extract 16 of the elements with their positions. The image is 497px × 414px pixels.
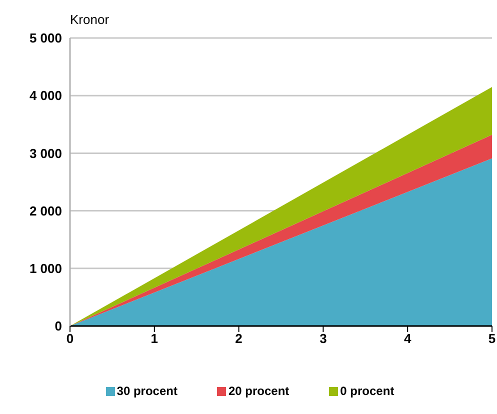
x-tick-label: 0 bbox=[66, 331, 74, 346]
y-tick-label: 2 000 bbox=[29, 203, 62, 218]
y-tick-label: 1 000 bbox=[29, 261, 62, 276]
x-tick-label: 2 bbox=[235, 331, 242, 346]
legend-label: 20 procent bbox=[228, 384, 290, 398]
x-tick-label: 5 bbox=[488, 331, 496, 346]
x-tick-label: 4 bbox=[404, 331, 412, 346]
legend-label: 0 procent bbox=[340, 384, 394, 398]
x-tick-label: 1 bbox=[150, 331, 158, 346]
x-tick-label: 3 bbox=[320, 331, 327, 346]
y-tick-label: 4 000 bbox=[29, 88, 62, 104]
y-tick-label: 5 000 bbox=[29, 30, 62, 46]
y-tick-label: 3 000 bbox=[29, 146, 62, 161]
legend-label: 30 procent bbox=[116, 384, 178, 398]
y-axis-title: Kronor bbox=[70, 12, 110, 27]
y-tick-label: 0 bbox=[54, 318, 62, 334]
